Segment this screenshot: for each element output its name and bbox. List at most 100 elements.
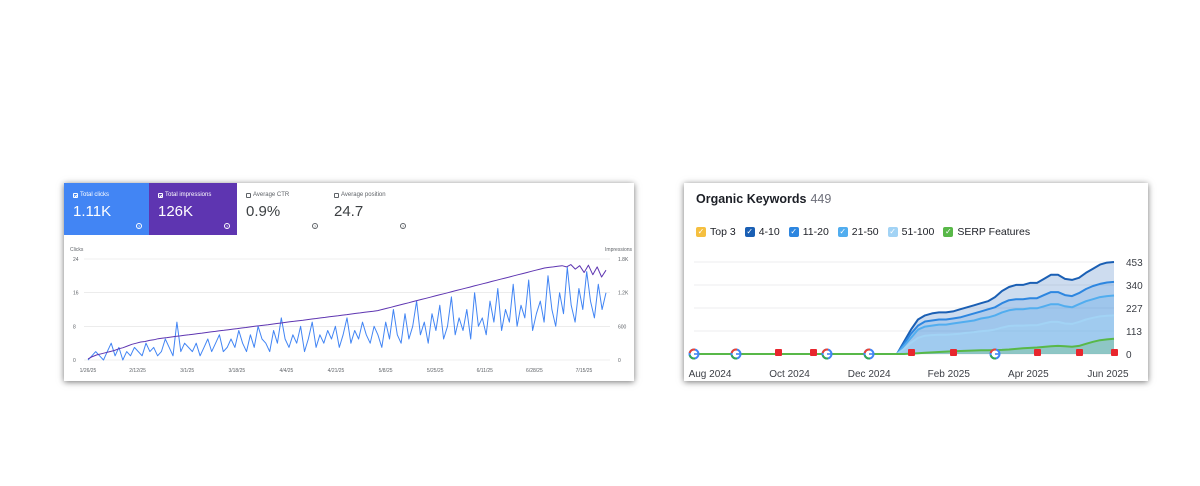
legend-item[interactable]: ✓ 11-20: [788, 226, 829, 238]
legend-checkbox-icon[interactable]: ✓: [943, 227, 954, 237]
google-update-icon: [863, 348, 875, 360]
date-tick-label: 4/21/25: [328, 368, 345, 374]
x-tick-label: Oct 2024: [769, 369, 810, 380]
google-green-arc: [730, 354, 738, 360]
flag-shape: [1034, 349, 1041, 356]
card-label: Average CTR: [253, 192, 290, 198]
x-tick-label: Aug 2024: [689, 369, 732, 380]
card-value: 126K: [158, 203, 194, 220]
date-tick-label: 3/1/25: [180, 368, 194, 374]
google-red-arc: [989, 348, 997, 354]
help-icon[interactable]: ?: [312, 223, 318, 229]
series-area: [694, 315, 1114, 354]
google-red-arc: [688, 348, 696, 354]
total-impressions-card[interactable]: Total impressions 126K ?: [149, 183, 237, 235]
date-tick-label: 5/8/25: [379, 368, 393, 374]
flag-icon: [1111, 349, 1118, 356]
legend-label: 11-20: [802, 226, 829, 238]
card-value: 24.7: [334, 203, 364, 220]
flag-shape: [908, 349, 915, 356]
y-tick-label: 340: [1126, 281, 1143, 292]
card-label: Total impressions: [165, 192, 212, 198]
card-label: Total clicks: [80, 192, 110, 198]
series-area: [694, 281, 1114, 354]
date-tick-label: 2/12/25: [129, 368, 146, 374]
google-green-arc: [688, 354, 696, 360]
legend-item[interactable]: ✓ 4-10: [744, 226, 780, 238]
checkbox-icon[interactable]: [73, 192, 78, 198]
x-tick-label: Feb 2025: [928, 369, 971, 380]
legend-label: 51-100: [901, 226, 935, 238]
average-position-card[interactable]: Average position 24.7 ?: [325, 183, 413, 235]
google-update-icon: [730, 348, 742, 360]
clicks-series-line: [87, 266, 607, 361]
legend-label: SERP Features: [957, 226, 1031, 238]
organic-keywords-title: Organic Keywords 449: [696, 192, 832, 206]
date-tick-label: 1/26/25: [80, 368, 97, 374]
legend-item[interactable]: ✓ SERP Features: [943, 226, 1030, 238]
google-update-icon: [688, 348, 700, 360]
google-update-icon: [821, 348, 833, 360]
legend-item[interactable]: ✓ 51-100: [887, 226, 935, 238]
organic-keywords-panel: Organic Keywords 449 ✓ Top 3 ✓ 4-10 ✓ 11-20 ✓ 21…: [684, 183, 1148, 381]
legend-checkbox-icon[interactable]: ✓: [696, 227, 706, 237]
help-icon[interactable]: ?: [224, 223, 230, 229]
date-tick-label: 4/4/25: [279, 368, 293, 374]
legend-checkbox-icon[interactable]: ✓: [887, 227, 898, 237]
google-update-icon: [989, 348, 1001, 360]
y-tick-label: 227: [1126, 304, 1143, 315]
flag-shape: [950, 349, 957, 356]
legend-label: 4-10: [758, 226, 780, 238]
flag-shape: [810, 349, 817, 356]
impressions-tick-label: 600: [618, 324, 627, 330]
checkbox-icon[interactable]: [158, 192, 163, 198]
clicks-tick-label: 0: [73, 358, 76, 364]
legend-label: Top 3: [710, 226, 736, 238]
y-tick-label: 453: [1126, 258, 1143, 269]
series-line: [694, 337, 1115, 355]
date-tick-label: 3/18/25: [228, 368, 245, 374]
legend-item[interactable]: ✓ 21-50: [837, 226, 879, 238]
legend-label: 21-50: [851, 226, 879, 238]
help-icon[interactable]: ?: [400, 223, 406, 229]
google-red-arc: [821, 348, 829, 354]
flag-icon: [950, 349, 957, 356]
legend-checkbox-icon[interactable]: ✓: [744, 227, 755, 237]
flag-icon: [1076, 349, 1083, 356]
flag-shape: [1076, 349, 1083, 356]
y-tick-label: 0: [1126, 350, 1132, 361]
google-red-arc: [863, 348, 871, 354]
clicks-axis-title: Clicks: [70, 247, 84, 253]
help-icon[interactable]: ?: [136, 223, 142, 229]
total-clicks-card[interactable]: Total clicks 1.11K ?: [64, 183, 149, 235]
y-tick-label: 113: [1126, 327, 1142, 338]
organic-keywords-area-chart: 0 113 227 340 453 Aug 2024 Oct 2024 Dec 2024 Feb…: [688, 258, 1143, 380]
date-tick-label: 6/28/25: [526, 368, 543, 374]
checkbox-icon[interactable]: [246, 192, 251, 198]
keyword-count: 449: [810, 192, 832, 206]
impressions-tick-label: 1.8K: [618, 257, 629, 263]
flag-icon: [775, 349, 782, 356]
clicks-tick-label: 8: [73, 324, 76, 330]
flag-shape: [775, 349, 782, 356]
card-value: 1.11K: [73, 203, 112, 220]
date-tick-label: 7/15/25: [576, 368, 593, 374]
date-tick-label: 6/11/25: [477, 368, 494, 374]
google-green-arc: [863, 354, 871, 360]
legend-checkbox-icon[interactable]: ✓: [788, 227, 799, 237]
flag-icon: [908, 349, 915, 356]
google-green-arc: [821, 354, 829, 360]
checkbox-icon[interactable]: [334, 192, 339, 198]
flag-icon: [1034, 349, 1041, 356]
legend-item[interactable]: ✓ Top 3: [696, 226, 736, 238]
date-tick-label: 5/25/25: [427, 368, 444, 374]
clicks-tick-label: 16: [73, 291, 79, 297]
x-tick-label: Dec 2024: [848, 369, 891, 380]
card-value: 0.9%: [246, 203, 281, 220]
x-tick-label: Jun 2025: [1087, 369, 1129, 380]
legend-checkbox-icon[interactable]: ✓: [837, 227, 848, 237]
flag-shape: [1111, 349, 1118, 356]
search-console-performance-panel: Total clicks 1.11K ? Total impressions 1…: [64, 183, 634, 381]
clicks-tick-label: 24: [73, 257, 79, 263]
average-ctr-card[interactable]: Average CTR 0.9% ?: [237, 183, 325, 235]
